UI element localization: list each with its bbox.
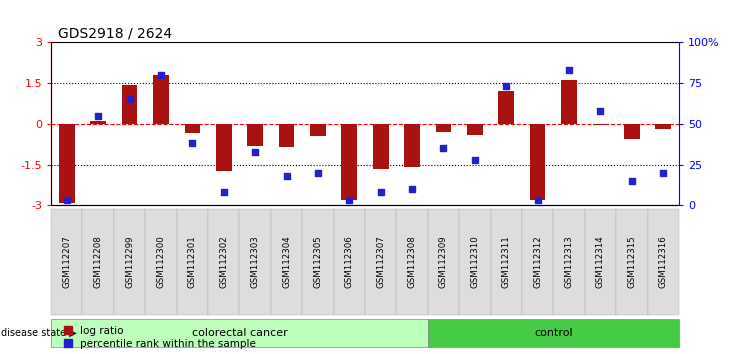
Bar bbox=[122, 85, 137, 124]
Point bbox=[595, 108, 607, 114]
Point bbox=[187, 141, 199, 146]
Bar bbox=[436, 124, 451, 132]
Text: GSM112208: GSM112208 bbox=[93, 235, 103, 289]
Text: GSM112312: GSM112312 bbox=[533, 235, 542, 289]
Text: GSM112309: GSM112309 bbox=[439, 236, 448, 288]
Point bbox=[92, 113, 104, 119]
Text: GSM112301: GSM112301 bbox=[188, 235, 197, 289]
Text: GSM112308: GSM112308 bbox=[407, 235, 417, 289]
Bar bbox=[247, 124, 263, 145]
Text: GDS2918 / 2624: GDS2918 / 2624 bbox=[58, 27, 172, 41]
Legend: log ratio, percentile rank within the sample: log ratio, percentile rank within the sa… bbox=[64, 326, 256, 349]
Bar bbox=[593, 124, 608, 125]
Text: GSM112303: GSM112303 bbox=[250, 235, 260, 289]
Text: disease state ▶: disease state ▶ bbox=[1, 328, 77, 338]
Bar bbox=[59, 124, 74, 202]
Bar bbox=[530, 124, 545, 200]
Point bbox=[218, 189, 229, 195]
Text: GSM112313: GSM112313 bbox=[564, 235, 574, 289]
Text: GSM112306: GSM112306 bbox=[345, 235, 354, 289]
Text: GSM112302: GSM112302 bbox=[219, 235, 228, 289]
Point bbox=[312, 170, 324, 176]
Point bbox=[61, 198, 73, 203]
Text: GSM112304: GSM112304 bbox=[282, 235, 291, 289]
Bar bbox=[279, 124, 294, 147]
Text: GSM112207: GSM112207 bbox=[62, 235, 72, 289]
Point bbox=[344, 198, 356, 203]
Text: colorectal cancer: colorectal cancer bbox=[191, 328, 288, 338]
Bar bbox=[216, 124, 231, 171]
Bar bbox=[499, 91, 514, 124]
Point bbox=[124, 97, 136, 102]
Point bbox=[626, 178, 638, 184]
Text: GSM112314: GSM112314 bbox=[596, 235, 605, 289]
Text: control: control bbox=[534, 328, 572, 338]
Bar bbox=[561, 80, 577, 124]
Point bbox=[501, 84, 512, 89]
Bar bbox=[404, 124, 420, 167]
Point bbox=[564, 67, 575, 73]
Text: GSM112305: GSM112305 bbox=[313, 235, 323, 289]
Point bbox=[438, 145, 450, 151]
Text: GSM112307: GSM112307 bbox=[376, 235, 385, 289]
Point bbox=[658, 170, 669, 176]
Bar bbox=[153, 75, 169, 124]
Text: GSM112310: GSM112310 bbox=[470, 235, 480, 289]
Bar bbox=[467, 124, 483, 135]
Point bbox=[281, 173, 293, 179]
Point bbox=[469, 157, 481, 162]
Text: GSM112299: GSM112299 bbox=[125, 236, 134, 288]
Point bbox=[375, 189, 387, 195]
Bar bbox=[342, 124, 357, 200]
Point bbox=[155, 72, 167, 78]
Text: GSM112315: GSM112315 bbox=[627, 235, 637, 289]
Text: GSM112311: GSM112311 bbox=[502, 235, 511, 289]
Point bbox=[532, 198, 544, 203]
Bar bbox=[624, 124, 639, 139]
Bar bbox=[91, 121, 106, 124]
Bar bbox=[185, 124, 200, 133]
Text: GSM112300: GSM112300 bbox=[156, 235, 166, 289]
Text: GSM112316: GSM112316 bbox=[658, 235, 668, 289]
Point bbox=[406, 186, 418, 192]
Point bbox=[250, 149, 261, 154]
Bar bbox=[656, 124, 671, 129]
Bar bbox=[310, 124, 326, 136]
Bar bbox=[373, 124, 388, 169]
